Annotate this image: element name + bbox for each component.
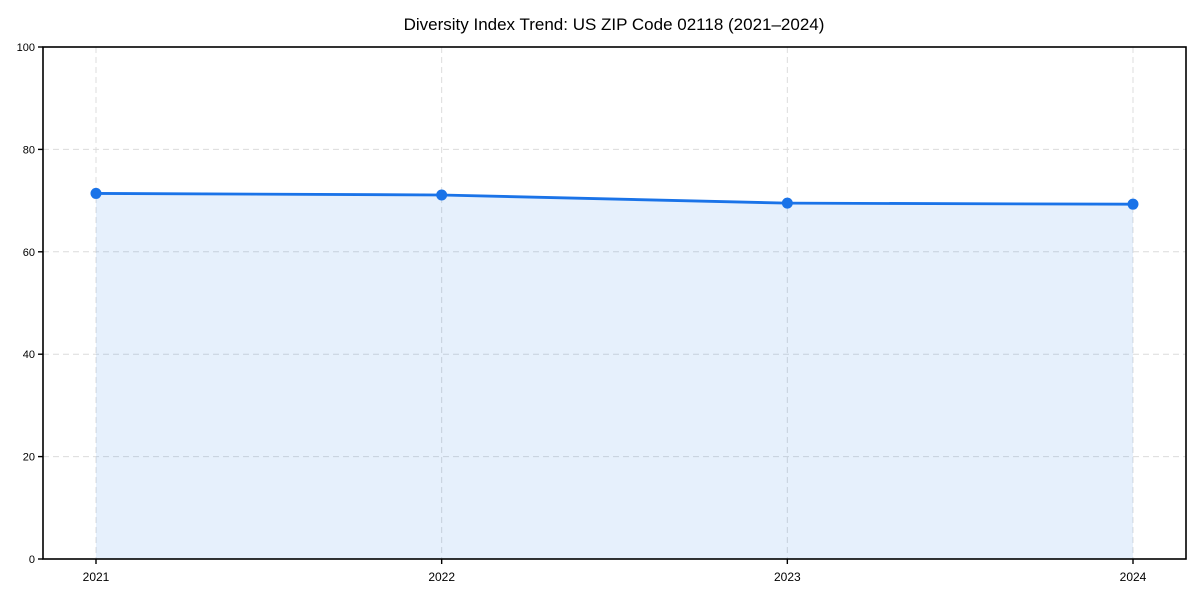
data-point-2022 xyxy=(436,189,448,201)
data-point-2024 xyxy=(1127,198,1139,210)
y-tick-label: 60 xyxy=(23,247,35,259)
y-tick-label: 40 xyxy=(23,349,35,361)
axes xyxy=(38,46,1187,564)
data-point-2021 xyxy=(90,187,102,199)
gridlines xyxy=(43,47,1186,559)
x-tick-label: 2021 xyxy=(83,570,110,584)
x-tick-label: 2022 xyxy=(428,570,455,584)
y-tick-label: 0 xyxy=(29,554,35,566)
y-tick-label: 20 xyxy=(23,452,35,464)
trend-line xyxy=(94,192,1135,206)
data-point-markers xyxy=(90,187,1139,210)
data-point-2023 xyxy=(781,197,793,209)
chart-title: Diversity Index Trend: US ZIP Code 02118… xyxy=(404,15,825,34)
y-tick-label: 100 xyxy=(17,42,35,54)
area-path xyxy=(96,193,1133,559)
plot-border xyxy=(42,46,1187,560)
line-path xyxy=(94,192,1135,206)
y-tick-label: 80 xyxy=(23,144,35,156)
tick-labels: 0 20 40 60 80 100 2021 2022 2023 2024 xyxy=(17,42,1147,584)
area-fill xyxy=(96,193,1133,559)
x-tick-label: 2024 xyxy=(1120,570,1147,584)
x-tick-label: 2023 xyxy=(774,570,801,584)
